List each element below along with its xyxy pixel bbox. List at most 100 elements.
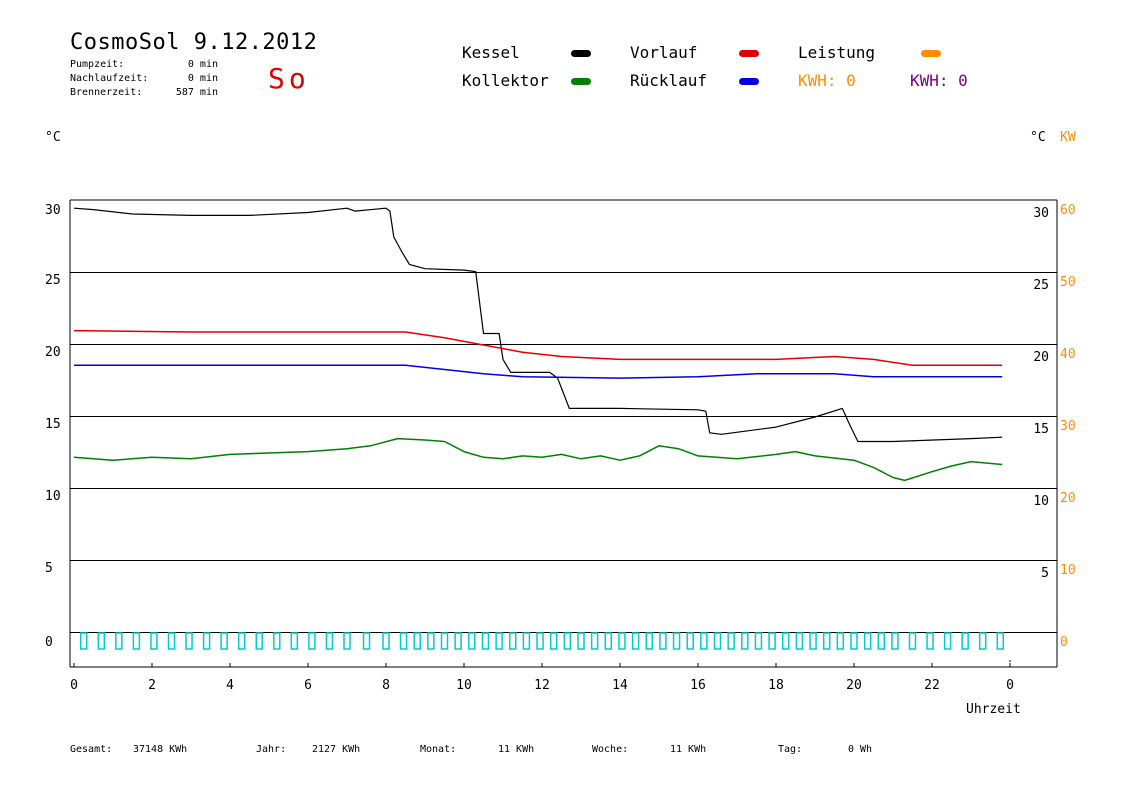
pump-mark [926, 632, 934, 650]
pump-mark [343, 632, 351, 650]
jahr-label: Jahr: [256, 744, 287, 755]
pump-mark [150, 632, 158, 650]
monat-label: Monat: [420, 744, 457, 755]
pump-mark [468, 632, 476, 650]
pump-mark [822, 632, 831, 650]
y-kw-tick-label: 0 [1060, 635, 1068, 650]
pump-mark [132, 632, 141, 650]
series-line-kollektor [73, 437, 1003, 482]
pump-mark [659, 632, 667, 650]
pump-mark [631, 632, 640, 650]
y-right-tick-label: 5 [1041, 566, 1049, 581]
y-kw-tick-label: 20 [1060, 491, 1076, 506]
pump-mark [863, 632, 872, 650]
pump-mark [97, 632, 106, 650]
pump-mark [768, 632, 776, 650]
right-axis-kw-unit: KW [1060, 130, 1076, 145]
pump-mark [700, 632, 708, 650]
nachlaufzeit-label: Nachlaufzeit: [70, 73, 149, 84]
woche-value: 11 KWh [670, 744, 707, 755]
pump-mark [996, 632, 1004, 650]
pump-mark [220, 632, 228, 650]
y-kw-tick-label: 40 [1060, 347, 1076, 362]
gesamt-value: 37148 KWh [133, 744, 188, 755]
pump-mark [618, 632, 626, 650]
x-tick-label: 8 [382, 678, 390, 693]
x-tick-label: 2 [148, 678, 156, 693]
monat-value: 11 KWh [498, 744, 535, 755]
x-tick-label: 0 [1006, 678, 1014, 693]
pump-mark [308, 632, 316, 650]
y-right-tick-label: 30 [1033, 206, 1049, 221]
x-axis-title: Uhrzeit [966, 702, 1021, 717]
legend-ruecklauf-swatch [739, 78, 759, 85]
pump-mark [754, 632, 763, 650]
pump-mark [80, 632, 88, 650]
legend-ruecklauf-label: Rücklauf [630, 71, 708, 90]
series-line-vorlauf [73, 329, 1003, 366]
pump-mark [255, 632, 263, 650]
y-kw-tick-label: 50 [1060, 275, 1076, 290]
nachlaufzeit-value: 0 min [187, 73, 218, 84]
pump-mark [290, 632, 299, 650]
legend-kollektor-label: Kollektor [462, 71, 549, 90]
y-kw-tick-label: 10 [1060, 563, 1076, 578]
left-axis-unit: °C [45, 130, 61, 145]
pump-mark [590, 632, 599, 650]
y-left-tick-label: 20 [45, 345, 61, 360]
y-left-tick-label: 0 [45, 635, 53, 650]
y-left-tick-label: 15 [45, 417, 61, 432]
pump-mark [167, 632, 176, 650]
pump-mark [782, 632, 790, 650]
y-right-tick-label: 15 [1033, 422, 1049, 437]
y-right-tick-label: 20 [1033, 350, 1049, 365]
y-left-tick-label: 25 [45, 273, 61, 288]
legend-vorlauf-swatch [739, 50, 759, 57]
pump-mark [495, 632, 503, 650]
x-tick-label: 22 [924, 678, 940, 693]
pump-mark [413, 632, 421, 650]
pump-mark [604, 632, 613, 650]
pumpzeit-label: Pumpzeit: [70, 59, 125, 70]
pump-mark [836, 632, 845, 650]
legend-kessel-label: Kessel [462, 43, 520, 62]
y-left-tick-label: 5 [45, 561, 53, 576]
chart-title: CosmoSol 9.12.2012 [70, 30, 318, 55]
legend-leistung-label: Leistung [798, 43, 876, 62]
brennerzeit-label: Brennerzeit: [70, 87, 143, 98]
series-line-rcklauf [74, 364, 1003, 379]
tag-value: 0 Wh [848, 744, 873, 755]
pump-mark [481, 632, 490, 650]
pump-mark [563, 632, 572, 650]
pump-mark [943, 632, 952, 650]
pump-mark [325, 632, 334, 650]
pump-mark [809, 632, 817, 650]
y-kw-tick-label: 60 [1060, 203, 1076, 218]
pump-mark [850, 632, 858, 650]
woche-label: Woche: [592, 744, 629, 755]
pump-mark [440, 632, 449, 650]
x-tick-label: 18 [768, 678, 784, 693]
pump-mark [237, 632, 246, 650]
y-right-tick-label: 25 [1033, 278, 1049, 293]
kwh-purple-label: KWH: 0 [910, 71, 968, 90]
pump-mark [509, 632, 517, 650]
tag-label: Tag: [778, 744, 803, 755]
pump-mark [741, 632, 749, 650]
jahr-value: 2127 KWh [312, 744, 361, 755]
legend-vorlauf-label: Vorlauf [630, 43, 698, 62]
x-tick-label: 16 [690, 678, 706, 693]
x-tick-label: 12 [534, 678, 550, 693]
pump-mark [978, 632, 987, 650]
y-left-tick-label: 30 [45, 203, 61, 218]
pump-mark [522, 632, 531, 650]
pump-mark [202, 632, 211, 650]
pump-mark [273, 632, 281, 650]
brennerzeit-value: 587 min [175, 87, 218, 98]
pump-mark [185, 632, 193, 650]
pump-mark [362, 632, 371, 650]
x-tick-label: 0 [70, 678, 78, 693]
pump-mark [672, 632, 681, 650]
pump-mark [549, 632, 558, 650]
